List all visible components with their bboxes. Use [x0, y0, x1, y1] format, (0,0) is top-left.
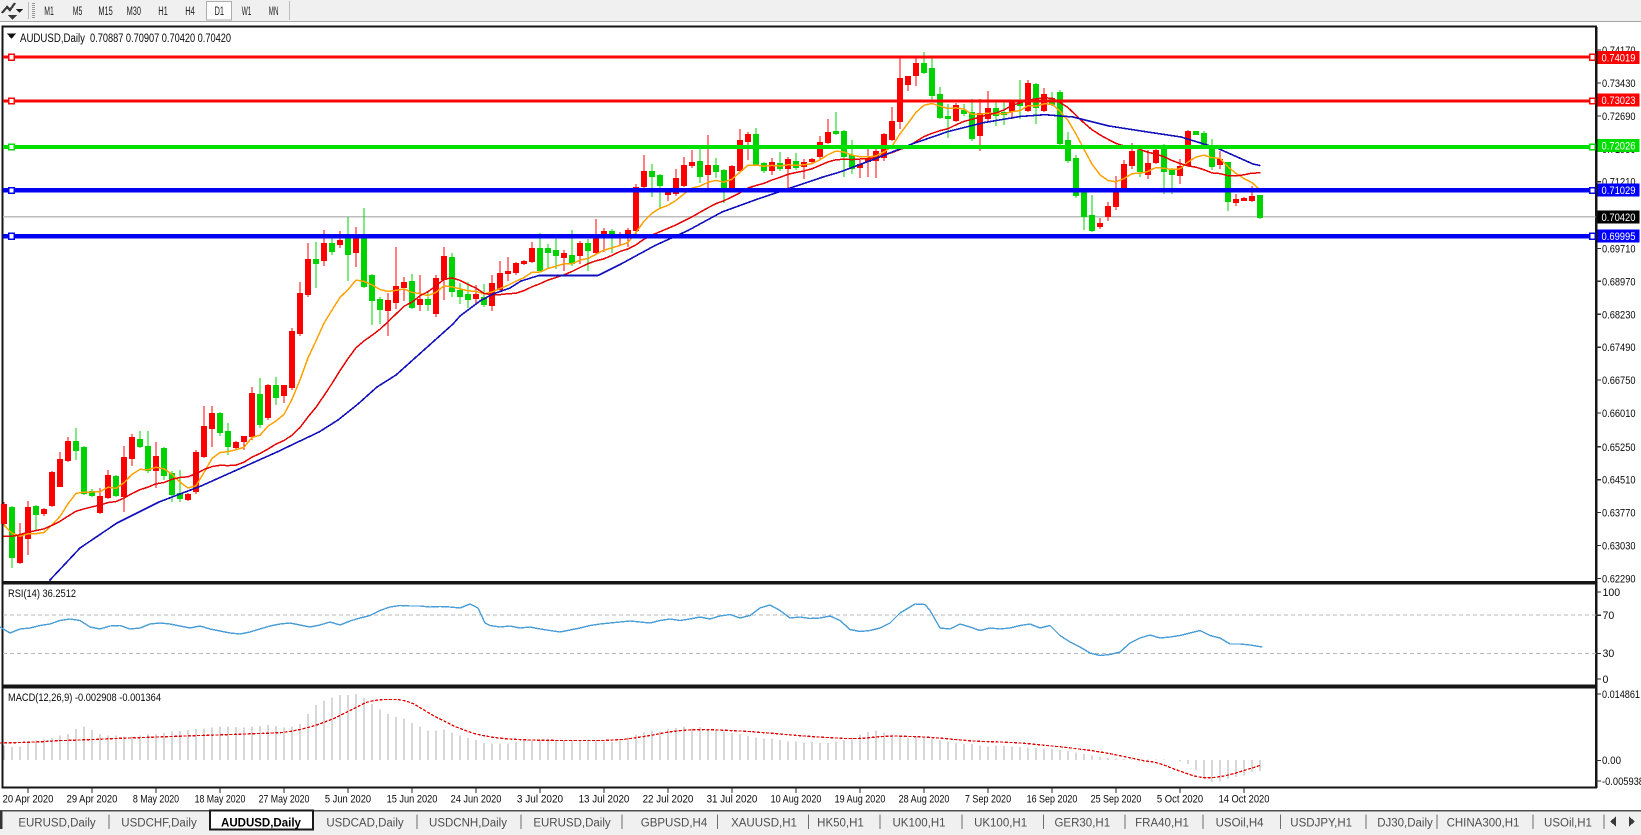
svg-text:0.66010: 0.66010 [1602, 408, 1636, 420]
svg-text:AUDUSD,Daily: AUDUSD,Daily [20, 33, 85, 45]
svg-text:0.72026: 0.72026 [1602, 141, 1636, 153]
svg-text:H4: H4 [185, 6, 195, 18]
svg-text:UK100,H1: UK100,H1 [892, 818, 945, 830]
svg-text:27 May 2020: 27 May 2020 [259, 794, 310, 806]
svg-text:0.72690: 0.72690 [1602, 111, 1636, 123]
svg-text:M1: M1 [44, 6, 54, 18]
svg-text:30: 30 [1603, 648, 1615, 660]
svg-text:5 Oct 2020: 5 Oct 2020 [1157, 794, 1203, 806]
svg-text:H1: H1 [158, 6, 168, 18]
svg-text:M30: M30 [127, 6, 141, 18]
svg-text:USOil,H1: USOil,H1 [1544, 818, 1592, 830]
svg-text:3 Jul 2020: 3 Jul 2020 [517, 794, 563, 806]
svg-text:15 Jun 2020: 15 Jun 2020 [387, 794, 438, 806]
svg-text:31 Jul 2020: 31 Jul 2020 [707, 794, 758, 806]
svg-text:UK100,H1: UK100,H1 [974, 818, 1027, 830]
svg-text:FRA40,H1: FRA40,H1 [1135, 818, 1189, 830]
svg-text:70: 70 [1603, 610, 1615, 622]
svg-text:0.62290: 0.62290 [1602, 573, 1636, 585]
svg-text:RSI(14) 36.2512: RSI(14) 36.2512 [8, 588, 76, 600]
svg-text:USDCAD,Daily: USDCAD,Daily [326, 818, 404, 830]
svg-text:0.68230: 0.68230 [1602, 309, 1636, 321]
svg-text:0.65250: 0.65250 [1602, 442, 1636, 454]
svg-text:USDJPY,H1: USDJPY,H1 [1290, 818, 1352, 830]
svg-text:USDCNH,Daily: USDCNH,Daily [429, 818, 507, 830]
svg-text:18 May 2020: 18 May 2020 [195, 794, 246, 806]
svg-text:CHINA300,H1: CHINA300,H1 [1447, 818, 1520, 830]
svg-text:M15: M15 [98, 6, 112, 18]
svg-text:20 Apr 2020: 20 Apr 2020 [3, 794, 54, 806]
svg-text:0.73023: 0.73023 [1602, 95, 1636, 107]
svg-text:0.74019: 0.74019 [1602, 52, 1636, 64]
svg-text:5 Jun 2020: 5 Jun 2020 [325, 794, 371, 806]
svg-text:W1: W1 [242, 6, 252, 18]
svg-text:GBPUSD,H4: GBPUSD,H4 [641, 818, 708, 830]
svg-text:0.66750: 0.66750 [1602, 375, 1636, 387]
svg-text:MACD(12,26,9) -0.002908 -0.001: MACD(12,26,9) -0.002908 -0.001364 [8, 692, 161, 704]
svg-text:EURUSD,Daily: EURUSD,Daily [18, 818, 96, 830]
svg-text:0.64510: 0.64510 [1602, 475, 1636, 487]
svg-text:0.63030: 0.63030 [1602, 541, 1636, 553]
svg-text:HK50,H1: HK50,H1 [817, 818, 864, 830]
svg-text:10 Aug 2020: 10 Aug 2020 [771, 794, 822, 806]
svg-text:28 Aug 2020: 28 Aug 2020 [899, 794, 950, 806]
svg-text:25 Sep 2020: 25 Sep 2020 [1091, 794, 1142, 806]
svg-text:GER30,H1: GER30,H1 [1054, 818, 1110, 830]
svg-text:0.71029: 0.71029 [1602, 185, 1636, 197]
svg-text:0.68970: 0.68970 [1602, 276, 1636, 288]
svg-text:USOil,H4: USOil,H4 [1216, 818, 1265, 830]
svg-text:M5: M5 [73, 6, 83, 18]
svg-text:7 Sep 2020: 7 Sep 2020 [965, 794, 1011, 806]
svg-text:22 Jul 2020: 22 Jul 2020 [643, 794, 694, 806]
svg-text:29 Apr 2020: 29 Apr 2020 [67, 794, 118, 806]
svg-text:0.00: 0.00 [1602, 755, 1621, 767]
svg-text:13 Jul 2020: 13 Jul 2020 [579, 794, 630, 806]
svg-text:0.70887 0.70907 0.70420 0.7042: 0.70887 0.70907 0.70420 0.70420 [90, 33, 231, 45]
svg-text:DJ30,Daily: DJ30,Daily [1377, 818, 1433, 830]
svg-text:19 Aug 2020: 19 Aug 2020 [835, 794, 886, 806]
svg-text:USDCHF,Daily: USDCHF,Daily [121, 818, 197, 830]
svg-text:0: 0 [1603, 674, 1609, 686]
svg-text:8 May 2020: 8 May 2020 [133, 794, 179, 806]
svg-text:16 Sep 2020: 16 Sep 2020 [1027, 794, 1078, 806]
svg-text:14 Oct 2020: 14 Oct 2020 [1219, 794, 1270, 806]
svg-text:100: 100 [1603, 587, 1621, 599]
svg-text:0.67490: 0.67490 [1602, 342, 1636, 354]
svg-text:D1: D1 [215, 6, 225, 18]
svg-text:MN: MN [269, 6, 279, 18]
svg-text:0.69995: 0.69995 [1602, 231, 1636, 243]
svg-text:0.73430: 0.73430 [1602, 78, 1636, 90]
svg-text:0.63770: 0.63770 [1602, 508, 1636, 520]
svg-text:0.70420: 0.70420 [1602, 212, 1636, 224]
svg-text:AUDUSD,Daily: AUDUSD,Daily [221, 818, 301, 830]
svg-text:24 Jun 2020: 24 Jun 2020 [451, 794, 502, 806]
svg-text:-0.005938: -0.005938 [1602, 776, 1641, 788]
svg-text:EURUSD,Daily: EURUSD,Daily [533, 818, 611, 830]
svg-text:XAUUSD,H1: XAUUSD,H1 [731, 818, 797, 830]
svg-text:0.014861: 0.014861 [1602, 689, 1640, 701]
svg-text:0.69710: 0.69710 [1602, 243, 1636, 255]
